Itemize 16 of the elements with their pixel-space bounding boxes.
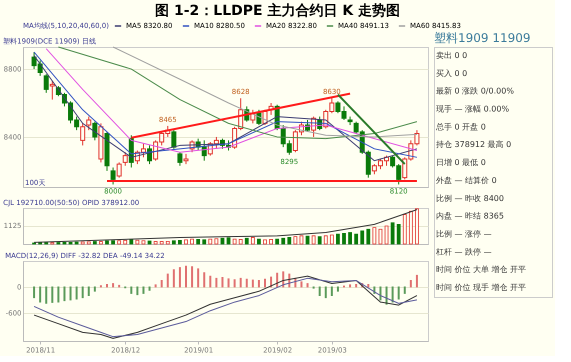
text: 买入 0 0 (436, 68, 468, 78)
text: 最新 0 涨跌 0/0.00% (436, 86, 514, 96)
text: 总手 0 开盘 0 (435, 122, 486, 132)
text: 外盘 — 结算价 0 (436, 176, 497, 185)
text: 比例 — 昨收 8400 (436, 194, 504, 203)
text: 塑料1909 11909 (434, 31, 531, 45)
text: 内盘 — 昨结 8365 (436, 212, 504, 221)
text: 比例 — 涨停 — (436, 230, 492, 238)
text: 杠杆 — 跌停 — (435, 247, 492, 256)
text: 现手 — 涨幅 0.00% (436, 104, 510, 114)
chart-title: 图 1-2：LLDPE 主力合约日 K 走势图 (155, 2, 400, 19)
text: 日增 0 最低 0 (436, 158, 486, 168)
text: 持仓 378912 最高 0 (436, 140, 512, 150)
text: 时间 价位 现手 增仓 开平 (436, 283, 526, 292)
text: 卖出 0 0 (436, 50, 468, 60)
text: 时间 价位 大单 增仓 开平 (436, 265, 526, 274)
